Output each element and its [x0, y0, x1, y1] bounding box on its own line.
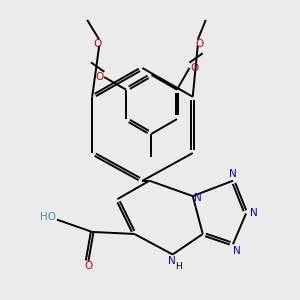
Text: HO: HO [40, 212, 56, 222]
Text: O: O [94, 39, 102, 49]
Text: N: N [168, 256, 176, 266]
Text: N: N [194, 193, 202, 202]
Text: O: O [195, 39, 203, 49]
Text: N: N [232, 246, 240, 256]
Text: O: O [85, 262, 93, 272]
Text: H: H [175, 262, 182, 271]
Text: O: O [96, 72, 104, 82]
Text: N: N [229, 169, 237, 179]
Text: O: O [191, 63, 199, 73]
Text: N: N [250, 208, 258, 218]
